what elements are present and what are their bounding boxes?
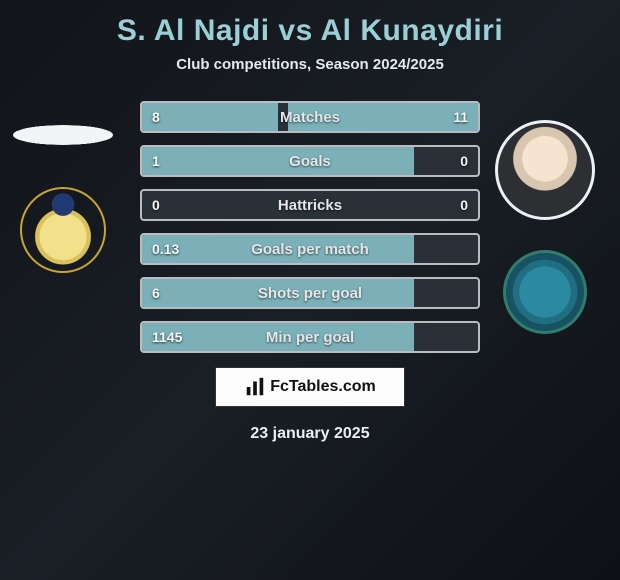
chart-icon bbox=[244, 376, 266, 398]
player-right-club-badge bbox=[503, 250, 587, 334]
stat-bar: 1145Min per goal bbox=[140, 321, 480, 353]
fctables-logo: FcTables.com bbox=[215, 367, 405, 407]
stat-bar: 0Hattricks0 bbox=[140, 189, 480, 221]
stat-value-right: 11 bbox=[453, 103, 468, 131]
stat-bar: 6Shots per goal bbox=[140, 277, 480, 309]
stat-bar: 0.13Goals per match bbox=[140, 233, 480, 265]
stat-label: Goals bbox=[142, 147, 478, 175]
stat-value-right: 0 bbox=[460, 191, 468, 219]
stat-value-right: 0 bbox=[460, 147, 468, 175]
stat-label: Matches bbox=[142, 103, 478, 131]
player-right-column bbox=[490, 100, 600, 334]
player-left-avatar bbox=[13, 125, 113, 145]
page-title: S. Al Najdi vs Al Kunaydiri bbox=[0, 0, 620, 56]
stat-label: Goals per match bbox=[142, 235, 478, 263]
player-left-club-badge bbox=[20, 187, 106, 273]
stats-bars: 8Matches111Goals00Hattricks00.13Goals pe… bbox=[140, 101, 480, 353]
logo-text: FcTables.com bbox=[270, 378, 376, 396]
player-left-column bbox=[8, 89, 118, 273]
stat-label: Shots per goal bbox=[142, 279, 478, 307]
player-right-avatar bbox=[495, 120, 595, 220]
subtitle: Club competitions, Season 2024/2025 bbox=[0, 56, 620, 89]
stat-bar: 1Goals0 bbox=[140, 145, 480, 177]
date-text: 23 january 2025 bbox=[0, 425, 620, 443]
stat-label: Hattricks bbox=[142, 191, 478, 219]
stat-bar: 8Matches11 bbox=[140, 101, 480, 133]
stat-label: Min per goal bbox=[142, 323, 478, 351]
